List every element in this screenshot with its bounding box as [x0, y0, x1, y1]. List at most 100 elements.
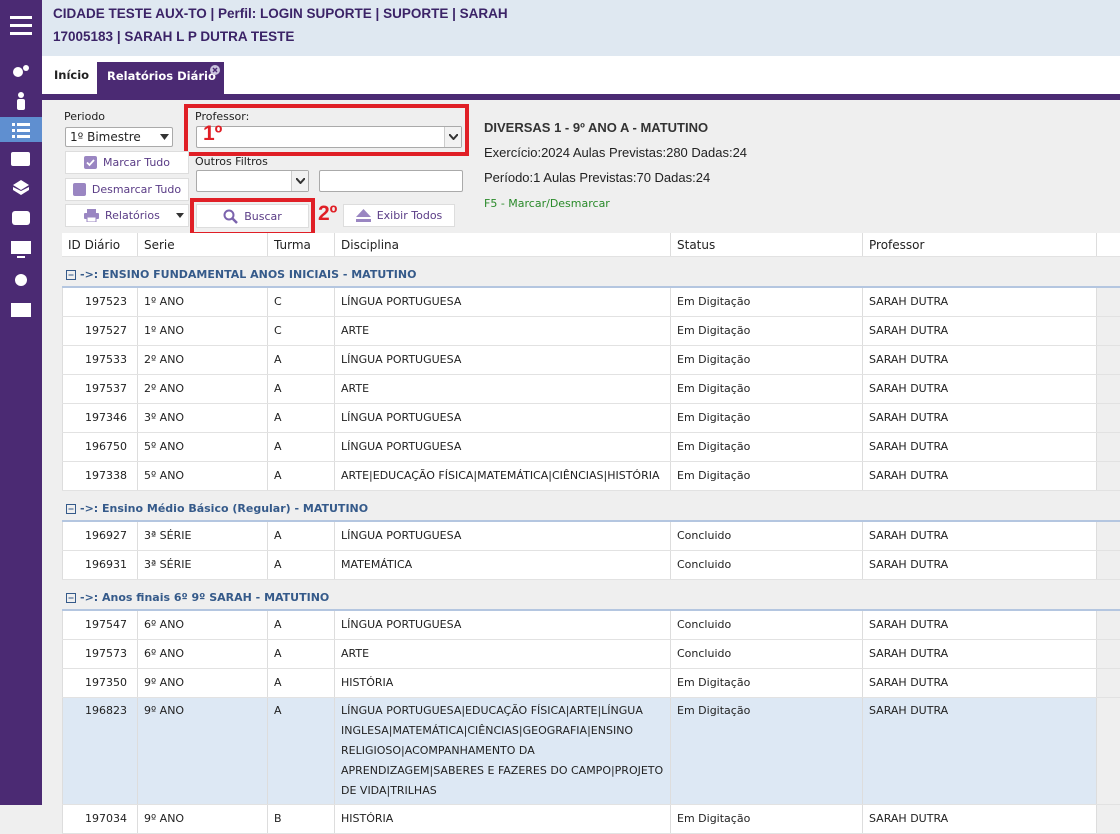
- collapse-icon: [66, 593, 76, 603]
- table-cell: Em Digitação: [671, 433, 863, 461]
- table-row[interactable]: 1973385º ANOAARTE|EDUCAÇÃO FÍSICA|MATEMÁ…: [62, 462, 1120, 491]
- collapse-icon: [66, 270, 76, 280]
- group-row[interactable]: ->: ENSINO FUNDAMENTAL ANOS INICIAIS - M…: [62, 257, 1120, 288]
- row-filler: [1097, 462, 1120, 490]
- table-cell: Em Digitação: [671, 375, 863, 403]
- dropdown-arrow: [296, 178, 305, 184]
- table-cell: HISTÓRIA: [335, 805, 671, 833]
- exibir-button[interactable]: Exibir Todos: [343, 204, 455, 227]
- table-cell: 1º ANO: [138, 288, 268, 316]
- table-cell: 6º ANO: [138, 640, 268, 668]
- table-cell: A: [268, 433, 335, 461]
- column-header: Serie: [138, 233, 268, 256]
- table-cell: Em Digitação: [671, 462, 863, 490]
- minus: [67, 594, 75, 602]
- table-cell: Concluido: [671, 522, 863, 550]
- table-cell: A: [268, 404, 335, 432]
- professor-select[interactable]: [196, 126, 462, 148]
- tab-close[interactable]: [210, 65, 220, 75]
- table-cell: 196823: [62, 698, 138, 804]
- printer-icon: [84, 209, 99, 222]
- relatorios-button[interactable]: Relatórios: [65, 204, 189, 227]
- table-cell: SARAH DUTRA: [863, 640, 1097, 668]
- desmarcar-button[interactable]: Desmarcar Tudo: [65, 178, 189, 201]
- group-row[interactable]: ->: Anos finais 6º 9º SARAH - MATUTINO: [62, 580, 1120, 611]
- table-cell: 197533: [62, 346, 138, 374]
- table-cell: LÍNGUA PORTUGUESA: [335, 611, 671, 639]
- table-cell: 196750: [62, 433, 138, 461]
- table-cell: 197350: [62, 669, 138, 697]
- table-row[interactable]: 1975271º ANOCARTEEm DigitaçãoSARAH DUTRA: [62, 317, 1120, 346]
- table-cell: C: [268, 317, 335, 345]
- label: Outros Filtros: [195, 155, 268, 168]
- outros-select[interactable]: [196, 170, 309, 192]
- table-row[interactable]: 1969313ª SÉRIEAMATEMÁTICAConcluidoSARAH …: [62, 551, 1120, 580]
- collapse-icon: [66, 504, 76, 514]
- table-cell: 3ª SÉRIE: [138, 522, 268, 550]
- table-cell: SARAH DUTRA: [863, 462, 1097, 490]
- table-cell: 3ª SÉRIE: [138, 551, 268, 579]
- table-cell: Em Digitação: [671, 288, 863, 316]
- tab[interactable]: Início: [54, 68, 89, 82]
- table-cell: SARAH DUTRA: [863, 698, 1097, 804]
- table-cell: MATEMÁTICA: [335, 551, 671, 579]
- select-value: 1º Bimestre: [70, 130, 141, 144]
- table-cell: C: [268, 288, 335, 316]
- table-cell: 9º ANO: [138, 669, 268, 697]
- table-cell: Concluido: [671, 640, 863, 668]
- table-row[interactable]: 1973463º ANOALÍNGUA PORTUGUESAEm Digitaç…: [62, 404, 1120, 433]
- table-cell: Concluido: [671, 551, 863, 579]
- table-row[interactable]: 1975372º ANOAARTEEm DigitaçãoSARAH DUTRA: [62, 375, 1120, 404]
- table-cell: 197338: [62, 462, 138, 490]
- minus: [67, 271, 75, 279]
- row-filler: [1097, 611, 1120, 639]
- table-cell: ARTE|EDUCAÇÃO FÍSICA|MATEMÁTICA|CIÊNCIAS…: [335, 462, 671, 490]
- table-row[interactable]: 1973509º ANOAHISTÓRIAEm DigitaçãoSARAH D…: [62, 669, 1120, 698]
- header: CIDADE TESTE AUX-TO | Perfil: LOGIN SUPO…: [42, 0, 1120, 56]
- table-cell: 197346: [62, 404, 138, 432]
- table-cell: A: [268, 375, 335, 403]
- step-annotation: 2º: [318, 202, 337, 226]
- table-cell: A: [268, 551, 335, 579]
- tab-active[interactable]: Relatórios Diário: [97, 62, 224, 94]
- table-cell: 6º ANO: [138, 611, 268, 639]
- table-cell: SARAH DUTRA: [863, 522, 1097, 550]
- row-filler: [1097, 346, 1120, 374]
- row-filler: [1097, 317, 1120, 345]
- table-row[interactable]: 1969273ª SÉRIEALÍNGUA PORTUGUESAConcluid…: [62, 522, 1120, 551]
- table-row[interactable]: 1975332º ANOALÍNGUA PORTUGUESAEm Digitaç…: [62, 346, 1120, 375]
- group-title: ->: ENSINO FUNDAMENTAL ANOS INICIAIS - M…: [80, 268, 416, 281]
- step-annotation: 1º: [203, 122, 222, 146]
- column-header: Disciplina: [335, 233, 671, 256]
- table-row[interactable]: 1970349º ANOBHISTÓRIAEm DigitaçãoSARAH D…: [62, 805, 1120, 834]
- group-title: ->: Anos finais 6º 9º SARAH - MATUTINO: [80, 591, 329, 604]
- label: Periodo: [64, 110, 105, 123]
- table-row[interactable]: 1975476º ANOALÍNGUA PORTUGUESAConcluidoS…: [62, 611, 1120, 640]
- tab-label: Relatórios Diário: [107, 69, 216, 83]
- table-cell: 5º ANO: [138, 433, 268, 461]
- table-cell: B: [268, 805, 335, 833]
- dropdown-button: [291, 171, 308, 191]
- info-line: Exercício:2024 Aulas Previstas:280 Dadas…: [484, 145, 747, 160]
- table-cell: A: [268, 346, 335, 374]
- table-row[interactable]: 1975736º ANOAARTEConcluidoSARAH DUTRA: [62, 640, 1120, 669]
- table-cell: 9º ANO: [138, 698, 268, 804]
- table-cell: 196927: [62, 522, 138, 550]
- buscar-button[interactable]: Buscar: [196, 204, 309, 228]
- table-row[interactable]: 1968239º ANOALÍNGUA PORTUGUESA|EDUCAÇÃO …: [62, 698, 1120, 805]
- table-cell: LÍNGUA PORTUGUESA: [335, 346, 671, 374]
- text-input[interactable]: [319, 170, 463, 192]
- table-row[interactable]: 1975231º ANOCLÍNGUA PORTUGUESAEm Digitaç…: [62, 288, 1120, 317]
- box-icon: [73, 183, 86, 196]
- marcar-button[interactable]: Marcar Tudo: [65, 151, 189, 174]
- column-header: Turma: [268, 233, 335, 256]
- table-row[interactable]: 1967505º ANOALÍNGUA PORTUGUESAEm Digitaç…: [62, 433, 1120, 462]
- table-cell: 197537: [62, 375, 138, 403]
- row-filler: [1097, 288, 1120, 316]
- header-line: 17005183 | SARAH L P DUTRA TESTE: [53, 29, 294, 44]
- periodo-select[interactable]: 1º Bimestre: [65, 127, 173, 147]
- row-filler: [1097, 698, 1120, 804]
- table-cell: Em Digitação: [671, 346, 863, 374]
- table-cell: A: [268, 640, 335, 668]
- group-row[interactable]: ->: Ensino Médio Básico (Regular) - MATU…: [62, 491, 1120, 522]
